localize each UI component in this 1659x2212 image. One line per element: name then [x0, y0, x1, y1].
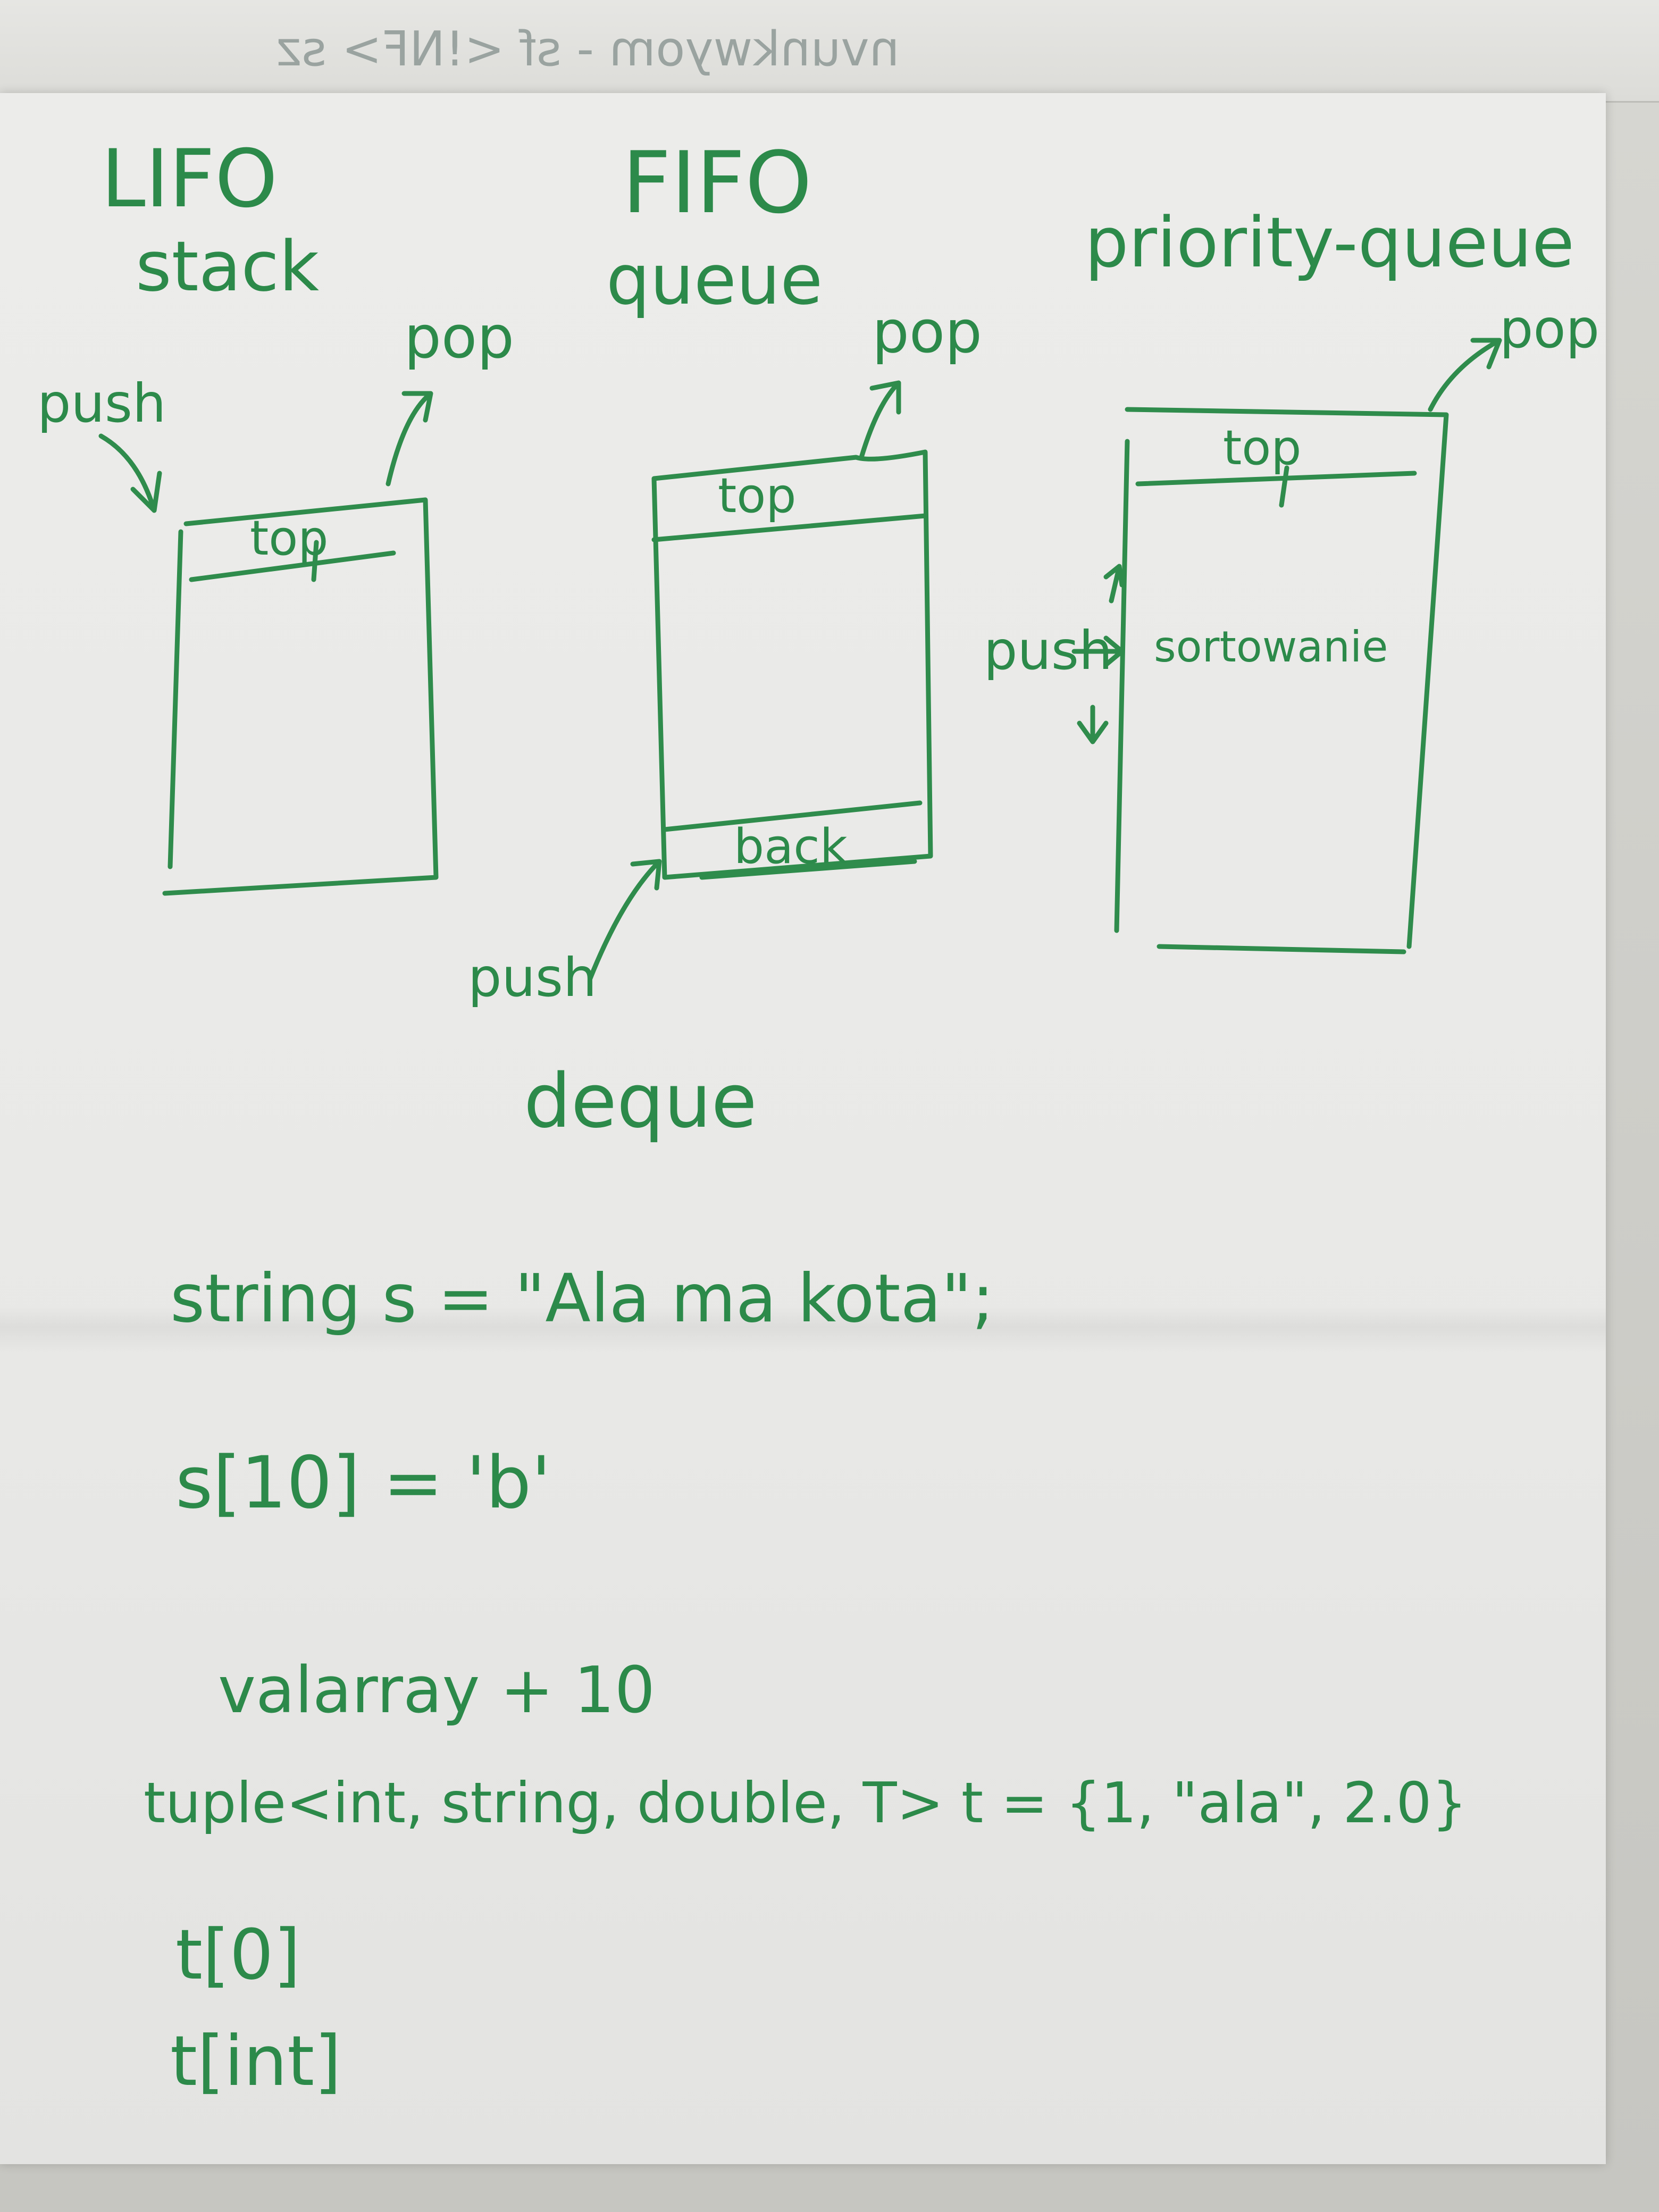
priority-queue-pop-arrow [1428, 338, 1502, 412]
queue-back-label: back [734, 819, 848, 875]
priority-queue-sorting-label: sortowanie [1154, 622, 1388, 672]
sheet-fold [0, 1305, 1606, 1353]
deque-label: deque [524, 1058, 757, 1145]
queue-heading: FIFO [622, 133, 812, 232]
stack-push-label: push [37, 372, 166, 434]
priority-queue-pop-label: pop [1499, 298, 1600, 360]
stack-top-label: top [250, 510, 329, 566]
priority-queue-push-arrows [1071, 564, 1125, 744]
priority-queue-title: priority-queue [1085, 202, 1574, 283]
previous-sheet-strip [0, 0, 1659, 103]
queue-top-label: top [718, 468, 797, 524]
stack-title: stack [136, 226, 320, 307]
stack-heading: LIFO [101, 133, 278, 225]
priority-queue-box [1114, 407, 1449, 954]
code-line-3: valarray + 10 [218, 1654, 656, 1728]
queue-push-label: push [468, 946, 597, 1009]
priority-queue-top-label: top [1223, 420, 1302, 476]
queue-pop-arrow [859, 380, 901, 460]
stack-box [162, 497, 439, 896]
priority-queue-push-label: push [984, 619, 1113, 682]
queue-push-arrow [588, 859, 662, 981]
code-line-5: t[0] [175, 1914, 301, 1995]
code-line-2: s[10] = 'b' [175, 1441, 551, 1524]
queue-title: queue [606, 239, 823, 320]
code-line-4: tuple<int, string, double, T> t = {1, "a… [144, 1771, 1468, 1836]
code-line-1: string s = "Ala ma kota"; [170, 1260, 994, 1337]
stack-push-arrow [98, 433, 162, 513]
queue-pop-label: pop [872, 298, 982, 366]
flipchart-sheet [0, 93, 1606, 2164]
code-line-6: t[int] [170, 2021, 341, 2101]
queue-box [651, 449, 933, 880]
stack-pop-label: pop [404, 303, 514, 371]
stack-pop-arrow [386, 391, 433, 487]
